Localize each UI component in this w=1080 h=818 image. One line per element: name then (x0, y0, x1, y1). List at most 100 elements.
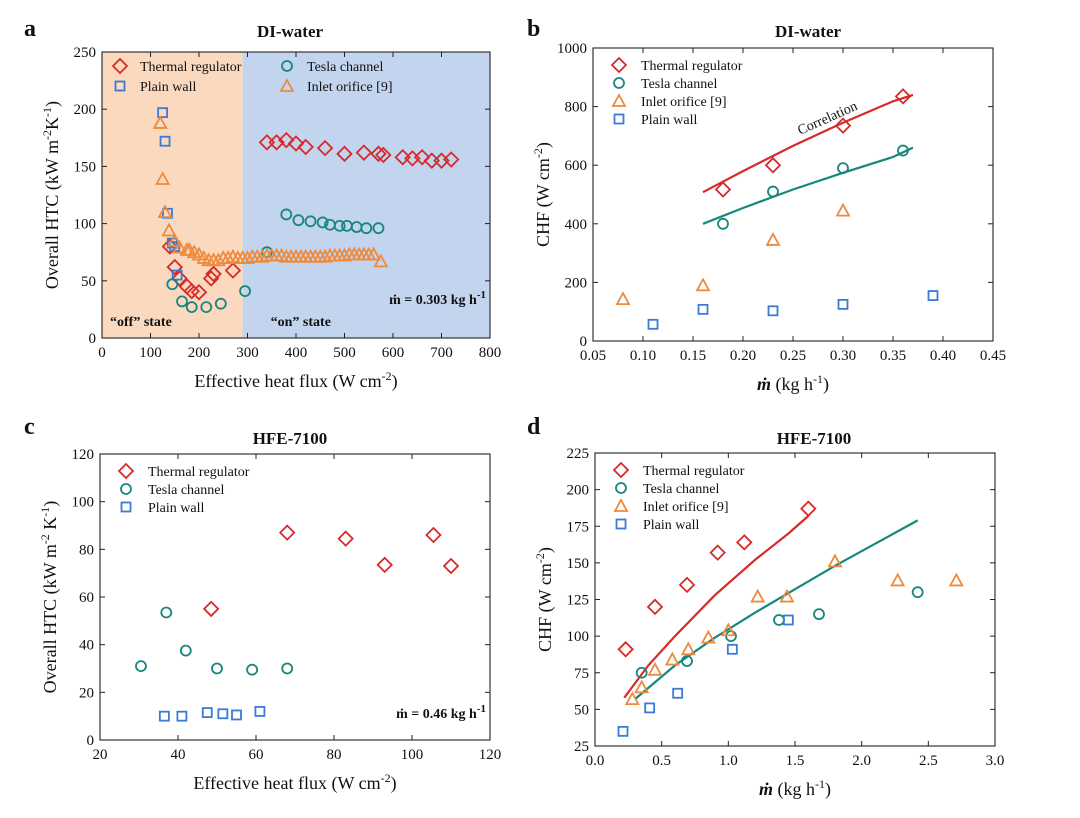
x-tick-label: 3.0 (986, 753, 1005, 769)
x-tick-label: 60 (249, 747, 264, 763)
data-point (664, 651, 680, 666)
y-tick-label: 1000 (557, 41, 587, 57)
legend-marker (117, 462, 135, 480)
data-point (835, 202, 851, 217)
legend-label: Plain wall (148, 501, 204, 516)
x-tick-label: 300 (236, 345, 259, 361)
y-axis-sup2: -1 (40, 107, 54, 117)
y-tick-label: 200 (567, 483, 590, 499)
data-point (217, 708, 229, 720)
data-point (700, 629, 716, 644)
legend: Thermal regulator Tesla channel Inlet orif… (610, 56, 743, 128)
data-point (890, 572, 906, 587)
data-point (297, 138, 314, 156)
data-point (720, 622, 736, 637)
y-axis-label: Overall HTC (kW m-2K-1) (40, 101, 63, 289)
data-point (647, 318, 659, 330)
y-axis-label: Overall HTC (kW m-2 K-1) (38, 501, 61, 694)
y-tick-label: 175 (567, 519, 590, 535)
y-tick-label: 100 (567, 629, 590, 645)
x-tick-label: 600 (382, 345, 405, 361)
data-point (254, 706, 266, 717)
x-axis-label: Effective heat flux (W cm-2) (193, 771, 396, 794)
data-point (717, 217, 729, 230)
legend-label: Thermal regulator (641, 59, 743, 74)
data-point (372, 222, 385, 235)
legend-label: Tesla channel (643, 482, 719, 497)
legend-label: Plain wall (641, 113, 697, 128)
data-point (827, 553, 843, 568)
data-point (442, 557, 460, 575)
data-point (316, 139, 334, 157)
data-point (425, 526, 442, 544)
legend-label: Inlet orifice [9] (307, 80, 393, 95)
data-point (948, 572, 964, 587)
legend-label: Inlet orifice [9] (641, 95, 727, 110)
x-tick-label: 0.45 (980, 348, 1006, 364)
legend: Thermal regulator Plain wall Tesla channel… (111, 57, 393, 95)
data-point (615, 291, 631, 306)
x-tick-label: 0.40 (930, 348, 956, 364)
y-tick-label: 100 (72, 495, 95, 511)
data-point (617, 725, 629, 737)
data-point (813, 608, 825, 621)
data-point (800, 500, 817, 517)
x-tick-label: 500 (333, 345, 356, 361)
y-tick-label: 600 (565, 158, 588, 174)
x-tick-label: 1.5 (786, 753, 805, 769)
region-0 (102, 52, 243, 338)
y-tick-label: 0 (87, 733, 95, 749)
data-point (750, 588, 766, 603)
data-point (161, 222, 177, 237)
y-axis-end: ) (40, 501, 61, 507)
data-point (767, 185, 779, 198)
data-point (736, 534, 753, 551)
x-tick-label: 2.5 (919, 753, 938, 769)
data-point (304, 215, 317, 228)
series-circle (717, 144, 909, 230)
legend-label: Plain wall (643, 518, 699, 533)
y-axis-label: CHF (W cm-2) (531, 142, 554, 247)
legend-marker (120, 483, 132, 495)
x-tick-label: 0.25 (780, 348, 806, 364)
correlation-line-1 (634, 519, 919, 700)
x-tick-label: 0.05 (580, 348, 606, 364)
annotation-text: ṁ = 0.46 kg h (396, 707, 477, 722)
x-axis-text: (kg h (776, 374, 814, 395)
data-point (442, 151, 460, 168)
data-point (239, 285, 251, 297)
region-1 (242, 52, 490, 338)
data-point (281, 662, 294, 675)
legend-marker (120, 501, 132, 513)
panel-title: DI-water (257, 22, 324, 41)
y-tick-label: 125 (567, 593, 590, 609)
x-tick-label: 0.20 (730, 348, 756, 364)
annotation-sup: -1 (477, 703, 486, 715)
x-tick-label: 0.10 (630, 348, 656, 364)
y-axis-sup: -2 (40, 130, 54, 140)
data-point (681, 655, 693, 667)
data-point (360, 222, 373, 235)
legend-marker (613, 77, 625, 89)
panel-label: d (527, 414, 541, 440)
legend-marker (613, 498, 629, 512)
legend-marker (615, 482, 627, 494)
data-point (179, 644, 192, 657)
y-tick-label: 200 (565, 275, 588, 291)
data-point (764, 156, 782, 174)
data-point (152, 115, 168, 129)
data-point (624, 691, 640, 706)
data-point (280, 208, 293, 221)
data-point (376, 556, 393, 574)
data-point (337, 530, 354, 547)
x-axis-end: ) (825, 779, 831, 800)
data-point (287, 135, 305, 152)
data-point (231, 709, 242, 721)
data-point (394, 148, 411, 166)
data-point (185, 301, 198, 314)
legend-marker (114, 80, 126, 92)
data-point (200, 301, 213, 314)
data-point (834, 117, 852, 134)
y-axis-end: ) (535, 547, 556, 553)
